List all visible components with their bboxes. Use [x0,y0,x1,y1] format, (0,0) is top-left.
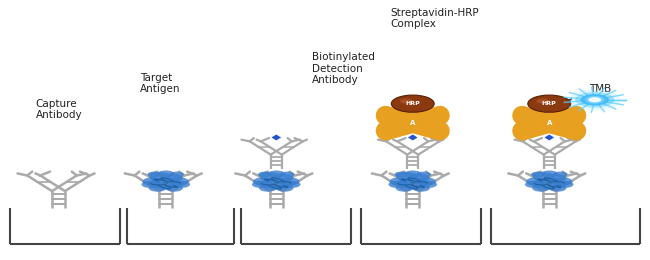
Circle shape [389,181,406,188]
Circle shape [549,185,566,192]
Circle shape [259,185,277,192]
Circle shape [534,177,565,190]
Circle shape [276,185,293,192]
Circle shape [580,94,609,106]
Text: Biotinylated
Detection
Antibody: Biotinylated Detection Antibody [312,52,375,85]
Circle shape [252,181,270,188]
Circle shape [148,172,162,177]
Circle shape [551,177,573,186]
Text: TMB: TMB [589,84,611,94]
Circle shape [253,177,275,186]
Circle shape [585,96,604,104]
Circle shape [526,177,548,186]
Polygon shape [271,134,281,141]
Text: Target
Antigen: Target Antigen [140,73,180,94]
Circle shape [540,171,558,178]
Circle shape [259,172,281,181]
Circle shape [267,171,285,178]
Circle shape [149,172,172,181]
Text: HRP: HRP [542,101,556,106]
Circle shape [532,185,550,192]
Circle shape [278,177,300,186]
Circle shape [142,181,159,188]
Circle shape [419,181,437,188]
Circle shape [531,172,545,177]
Circle shape [280,172,294,177]
Circle shape [165,185,183,192]
Circle shape [395,172,409,177]
Circle shape [389,177,411,186]
Text: Capture
Antibody: Capture Antibody [36,99,83,120]
Circle shape [142,177,164,186]
Circle shape [170,172,184,177]
Circle shape [261,177,292,190]
Circle shape [172,181,190,188]
Polygon shape [544,134,554,141]
Circle shape [417,172,431,177]
Text: A: A [410,120,415,126]
Circle shape [391,95,434,112]
Text: A: A [547,120,552,126]
Circle shape [575,92,614,108]
Circle shape [409,174,430,182]
Polygon shape [408,134,418,141]
Circle shape [545,174,566,182]
Circle shape [258,172,272,177]
Circle shape [149,185,166,192]
Text: HRP: HRP [406,101,420,106]
Circle shape [162,174,183,182]
Circle shape [396,185,413,192]
Circle shape [414,177,436,186]
Circle shape [400,99,413,104]
Circle shape [533,172,554,181]
Circle shape [150,177,181,190]
Circle shape [528,95,571,112]
Circle shape [167,177,189,186]
Circle shape [556,181,573,188]
Circle shape [157,171,175,178]
Circle shape [525,181,543,188]
Circle shape [283,181,300,188]
Text: Streptavidin-HRP
Complex: Streptavidin-HRP Complex [390,8,478,29]
Circle shape [569,89,621,110]
Circle shape [588,97,601,102]
Circle shape [397,177,428,190]
Circle shape [553,172,567,177]
Circle shape [272,174,293,182]
Circle shape [412,185,430,192]
Circle shape [396,172,419,181]
Circle shape [536,99,549,104]
Circle shape [404,171,422,178]
